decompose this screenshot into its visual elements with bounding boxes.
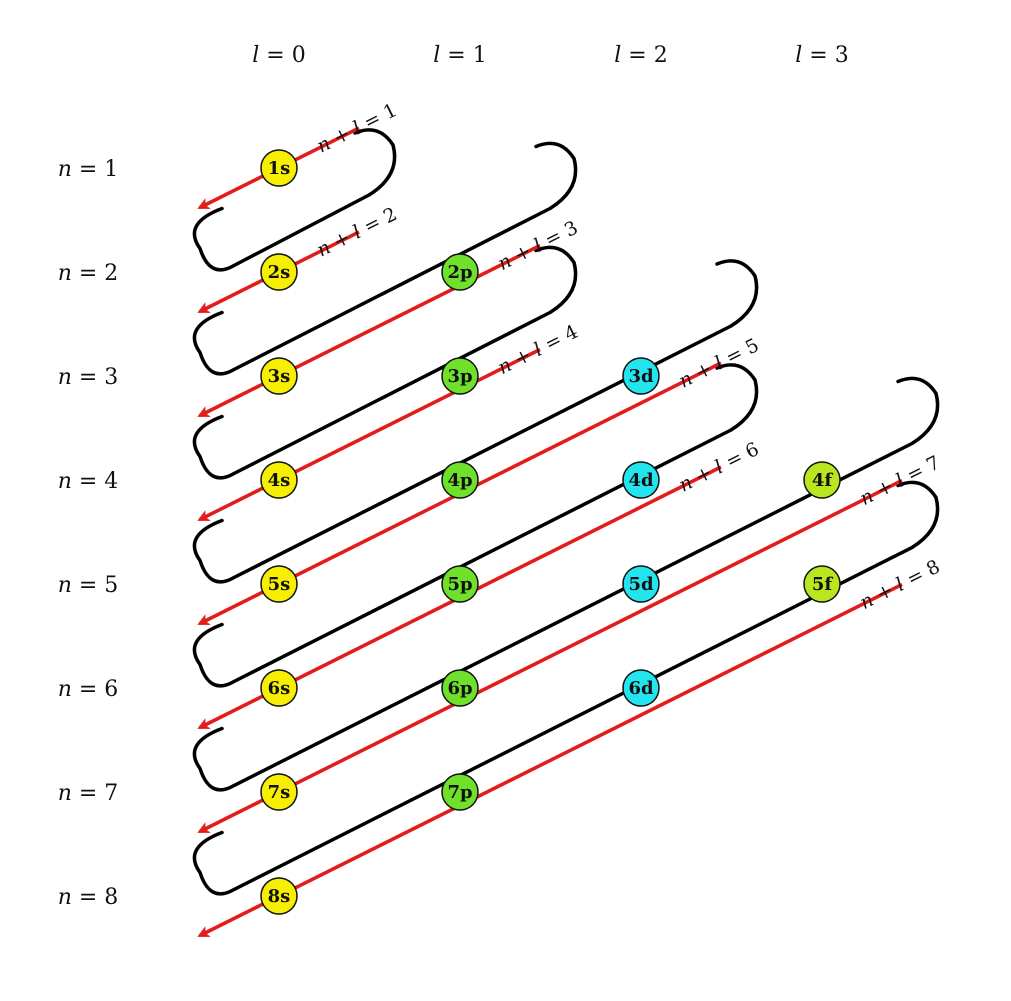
orbital-4s: 4s: [260, 461, 298, 499]
n-label-1: n = 1: [58, 157, 119, 182]
orbital-circle: [803, 461, 841, 499]
diagonal-label-8: n + l = 8: [856, 556, 943, 614]
l-label-1: l = 1: [433, 43, 486, 68]
orbital-label: 3d: [628, 366, 654, 387]
connector-loop-6: [192, 376, 940, 792]
orbital-5f: 5f: [803, 565, 841, 603]
orbital-circle: [622, 461, 660, 499]
orbital-circle: [441, 253, 479, 291]
diagonal-label-7: n + l = 7: [856, 452, 943, 510]
orbital-circle: [260, 357, 298, 395]
diagonal-arrow-4: [197, 347, 541, 522]
n-label-5: n = 5: [58, 573, 119, 598]
orbital-circle: [260, 253, 298, 291]
orbital-circle: [260, 877, 298, 915]
diagonal-label-6: n + l = 6: [675, 438, 762, 496]
orbital-6d: 6d: [622, 669, 660, 707]
orbital-4d: 4d: [622, 461, 660, 499]
connector-loop-5: [192, 363, 759, 688]
diagonal-label-2: n + l = 2: [313, 203, 400, 261]
n-label-6: n = 6: [58, 677, 119, 702]
diagonal-label-3: n + l = 3: [494, 217, 581, 275]
orbital-6s: 6s: [260, 669, 298, 707]
orbital-7s: 7s: [260, 773, 298, 811]
orbital-5s: 5s: [260, 565, 298, 603]
orbital-label: 5f: [812, 574, 834, 595]
orbital-4p: 4p: [441, 461, 479, 499]
orbital-3d: 3d: [622, 357, 660, 395]
orbital-circle: [260, 773, 298, 811]
orbital-label: 7s: [268, 782, 291, 803]
connector-loop-3: [192, 245, 578, 480]
orbital-circle: [441, 357, 479, 395]
orbital-8s: 8s: [260, 877, 298, 915]
n-label-4: n = 4: [58, 469, 119, 494]
connector-loop-2: [192, 141, 578, 376]
orbital-2p: 2p: [441, 253, 479, 291]
orbital-label: 4f: [812, 470, 834, 491]
orbital-circle: [260, 149, 298, 187]
orbital-5p: 5p: [441, 565, 479, 603]
orbital-circle: [441, 565, 479, 603]
orbital-circle: [260, 461, 298, 499]
l-label-3: l = 3: [795, 43, 848, 68]
orbital-label: 4d: [628, 470, 654, 491]
orbital-label: 5s: [268, 574, 291, 595]
orbital-label: 6d: [628, 678, 654, 699]
orbital-label: 4p: [447, 470, 472, 491]
diagonal-label-4: n + l = 4: [494, 321, 581, 379]
orbital-7p: 7p: [441, 773, 479, 811]
orbital-3p: 3p: [441, 357, 479, 395]
orbital-circle: [622, 565, 660, 603]
orbital-1s: 1s: [260, 149, 298, 187]
orbital-circle: [260, 669, 298, 707]
l-column-labels: l = 0 l = 1 l = 2 l = 3: [252, 43, 848, 68]
orbital-6p: 6p: [441, 669, 479, 707]
orbital-label: 8s: [268, 886, 291, 907]
orbital-label: 7p: [447, 782, 472, 803]
n-label-3: n = 3: [58, 365, 119, 390]
orbital-label: 1s: [268, 158, 291, 179]
l-label-2: l = 2: [614, 43, 667, 68]
orbital-label: 6s: [268, 678, 291, 699]
connector-loop-4: [192, 259, 759, 584]
n-label-7: n = 7: [58, 781, 119, 806]
diagonal-label-1: n + l = 1: [313, 99, 400, 157]
orbital-label: 5p: [447, 574, 472, 595]
orbital-circle: [260, 565, 298, 603]
connector-loops: [192, 128, 940, 896]
orbital-circle: [622, 357, 660, 395]
diagonal-arrow-8: [197, 582, 903, 938]
diagonal-label-5: n + l = 5: [675, 334, 762, 392]
orbital-circles: 1s 2s 2p 3s 3p 3d 4s 4p 4d 4f 5s 5p 5d 5f 6s 6p 6d 7s 7p 8s: [260, 149, 841, 915]
orbital-circle: [441, 669, 479, 707]
diagonal-arrow-7: [197, 478, 903, 834]
orbital-2s: 2s: [260, 253, 298, 291]
orbital-circle: [622, 669, 660, 707]
orbital-label: 3s: [268, 366, 291, 387]
orbital-label: 2s: [268, 262, 291, 283]
orbital-5d: 5d: [622, 565, 660, 603]
orbital-label: 4s: [268, 470, 291, 491]
orbital-label: 6p: [447, 678, 472, 699]
orbital-label: 3p: [447, 366, 472, 387]
n-label-2: n = 2: [58, 261, 119, 286]
orbital-label: 5d: [628, 574, 654, 595]
diagonal-arrow-3: [197, 243, 541, 418]
l-label-0: l = 0: [252, 43, 305, 68]
n-label-8: n = 8: [58, 885, 119, 910]
diagonal-labels: n + l = 1 n + l = 2 n + l = 3 n + l = 4 n + …: [313, 99, 943, 614]
connector-loop-7: [192, 480, 940, 896]
orbital-3s: 3s: [260, 357, 298, 395]
orbital-label: 2p: [447, 262, 472, 283]
orbital-circle: [441, 773, 479, 811]
n-row-labels: n = 1 n = 2 n = 3 n = 4 n = 5 n = 6 n = 7 n = 8: [58, 157, 119, 910]
connector-loop-1: [192, 128, 397, 272]
orbital-4f: 4f: [803, 461, 841, 499]
orbital-circle: [441, 461, 479, 499]
orbital-circle: [803, 565, 841, 603]
